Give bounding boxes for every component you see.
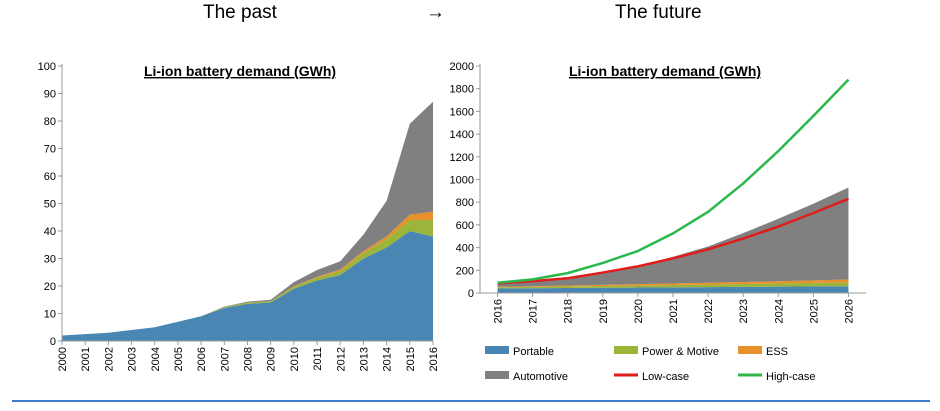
legend-label-portable: Portable — [513, 346, 554, 358]
legend-swatch-portable — [485, 346, 509, 354]
y-tick-label: 100 — [38, 61, 56, 73]
x-tick-label: 2018 — [563, 299, 575, 323]
y-tick-label: 0 — [50, 336, 56, 348]
x-tick-label: 2023 — [738, 299, 750, 323]
legend-label-power-motive: Power & Motive — [642, 346, 719, 358]
y-tick-label: 1400 — [450, 129, 474, 141]
x-tick-label: 2013 — [358, 347, 370, 371]
x-tick-label: 2000 — [57, 347, 69, 371]
line-low-case — [497, 197, 849, 285]
y-tick-label: 60 — [44, 171, 56, 183]
legend-label-low-case: Low-case — [642, 371, 689, 383]
y-tick-label: 1600 — [450, 106, 474, 118]
y-tick-label: 80 — [44, 116, 56, 128]
x-tick-label: 2004 — [150, 347, 162, 371]
legend-swatch-ess — [738, 346, 762, 354]
y-tick-label: 30 — [44, 254, 56, 266]
y-tick-label: 1000 — [450, 175, 474, 187]
x-tick-label: 2025 — [808, 299, 820, 323]
x-tick-label: 2026 — [843, 299, 855, 323]
x-tick-label: 2010 — [289, 347, 301, 371]
y-tick-label: 0 — [468, 288, 474, 300]
header-past: The past — [203, 2, 277, 23]
chart-title: Li-ion battery demand (GWh) — [144, 63, 336, 79]
area-portable — [497, 286, 849, 293]
y-tick-label: 70 — [44, 144, 56, 156]
x-tick-label: 2009 — [266, 347, 278, 371]
x-tick-label: 2020 — [633, 299, 645, 323]
chart-title: Li-ion battery demand (GWh) — [569, 63, 761, 79]
area-ess — [497, 279, 849, 288]
y-tick-label: 2000 — [450, 61, 474, 73]
header-future: The future — [615, 2, 702, 23]
y-tick-label: 200 — [456, 265, 474, 277]
x-tick-label: 2012 — [335, 347, 347, 371]
area-power-motive — [497, 282, 849, 289]
x-tick-label: 2016 — [428, 347, 440, 371]
x-tick-label: 2003 — [127, 347, 139, 371]
y-tick-label: 400 — [456, 243, 474, 255]
x-tick-label: 2008 — [243, 347, 255, 371]
x-tick-label: 2001 — [80, 347, 92, 371]
legend-label-ess: ESS — [766, 346, 788, 358]
y-tick-label: 40 — [44, 226, 56, 238]
area-portable — [62, 231, 433, 341]
x-tick-label: 2006 — [196, 347, 208, 371]
x-tick-label: 2017 — [528, 299, 540, 323]
bottom-divider — [12, 400, 930, 402]
y-tick-label: 20 — [44, 281, 56, 293]
x-tick-label: 2024 — [773, 299, 785, 323]
line-high-case — [497, 78, 850, 285]
y-tick-label: 800 — [456, 197, 474, 209]
x-tick-label: 2016 — [493, 299, 505, 323]
legend-label-high-case: High-case — [766, 371, 816, 383]
arrow-icon: → — [426, 2, 445, 23]
y-tick-label: 1800 — [450, 84, 474, 96]
x-tick-label: 2002 — [103, 347, 115, 371]
legend-label-automotive: Automotive — [513, 371, 568, 383]
x-tick-label: 2007 — [219, 347, 231, 371]
x-tick-label: 2011 — [312, 347, 324, 371]
legend-swatch-power-motive — [614, 346, 638, 354]
y-tick-label: 50 — [44, 199, 56, 211]
area-automotive — [497, 187, 849, 287]
x-tick-label: 2014 — [382, 347, 394, 371]
x-tick-label: 2005 — [173, 347, 185, 371]
chart-future: 0 200 400 600 800 1000 1200 1400 1600 1800 2000 201… — [450, 61, 866, 383]
x-tick-label: 2015 — [405, 347, 417, 371]
legend-swatch-automotive — [485, 371, 509, 379]
y-tick-label: 1200 — [450, 152, 474, 164]
y-tick-label: 600 — [456, 220, 474, 232]
x-tick-label: 2021 — [668, 299, 680, 323]
x-tick-label: 2022 — [703, 299, 715, 323]
y-tick-label: 10 — [44, 309, 56, 321]
y-tick-label: 90 — [44, 89, 56, 101]
chart-past: 0 10 20 30 40 50 60 70 80 90 100 2000 2001 2002 2003 20… — [38, 61, 440, 371]
x-tick-label: 2019 — [598, 299, 610, 323]
